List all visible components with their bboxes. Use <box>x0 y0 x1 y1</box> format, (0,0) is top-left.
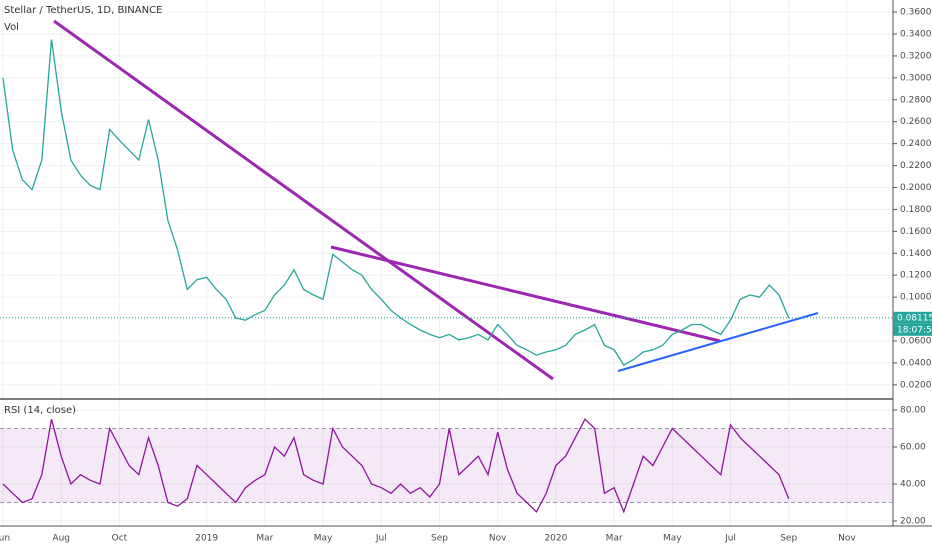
series-line <box>2 39 790 366</box>
x-tick-label: Sep <box>780 534 797 544</box>
x-tick-label: Jul <box>375 534 387 544</box>
x-tick-label: May <box>314 534 333 544</box>
x-tick-label: Mar <box>256 534 273 544</box>
x-tick-label: Jun <box>0 534 10 544</box>
x-tick-label: 2020 <box>544 534 567 544</box>
y-tick-label: 20.00 <box>900 517 926 527</box>
x-tick-label: Nov <box>838 534 856 544</box>
x-tick-label: Oct <box>112 534 128 544</box>
chart-title: Stellar / TetherUS, 1D, BINANCE <box>4 5 162 16</box>
trend-line <box>330 245 721 343</box>
last-price-label: 0.08115 <box>897 313 932 323</box>
rsi-band <box>0 428 893 503</box>
x-tick-label: Mar <box>606 534 623 544</box>
rsi-title: RSI (14, close) <box>4 405 76 416</box>
series-line <box>2 418 790 514</box>
x-tick-label: Aug <box>52 534 70 544</box>
trend-lines <box>53 19 819 381</box>
trend-line <box>53 19 554 381</box>
countdown-label: 18:07:52 <box>897 325 932 335</box>
y-tick-label: 40.00 <box>900 480 926 490</box>
trend-line <box>617 312 819 372</box>
x-tick-label: May <box>663 534 682 544</box>
y-tick-label: 60.00 <box>900 442 926 452</box>
x-tick-label: Jul <box>724 534 736 544</box>
x-tick-label: Nov <box>489 534 507 544</box>
x-tick-label: Sep <box>431 534 448 544</box>
countdown-box <box>893 323 932 336</box>
last-price-box <box>893 311 932 324</box>
volume-label: Vol <box>4 22 19 33</box>
y-tick-label: 80.00 <box>900 405 926 415</box>
x-tick-label: 2019 <box>195 534 218 544</box>
